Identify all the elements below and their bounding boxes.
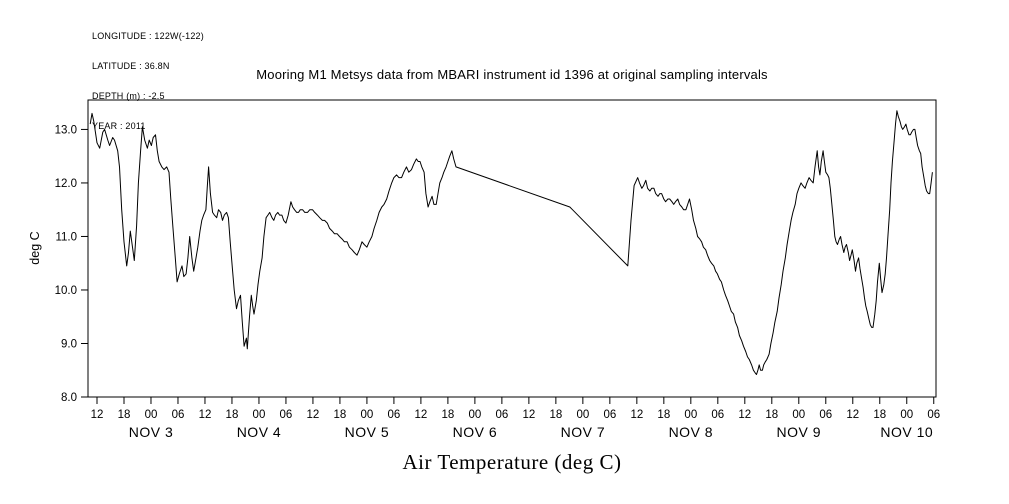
temperature-line: [89, 110, 933, 375]
longitude-text: LONGITUDE : 122W(-122): [92, 31, 204, 41]
x-tick-label: 06: [927, 409, 940, 421]
x-tick-label: 12: [415, 409, 428, 421]
x-day-label: NOV 3: [129, 424, 174, 440]
x-tick-label: 00: [145, 409, 158, 421]
x-day-label: NOV 6: [453, 424, 498, 440]
x-tick-label: 18: [334, 409, 347, 421]
x-axis-title: Air Temperature (deg C): [402, 450, 622, 474]
x-tick-label: 06: [819, 409, 832, 421]
x-day-label: NOV 10: [880, 424, 933, 440]
x-day-label: NOV 4: [237, 424, 282, 440]
x-tick-label: 12: [846, 409, 859, 421]
x-tick-label: 00: [792, 409, 805, 421]
x-tick-label: 06: [172, 409, 185, 421]
x-tick-label: 18: [657, 409, 670, 421]
x-tick-label: 18: [549, 409, 562, 421]
x-tick-label: 06: [603, 409, 616, 421]
y-tick-label: 13.0: [55, 124, 77, 136]
x-tick-label: 12: [199, 409, 212, 421]
x-tick-label: 00: [576, 409, 589, 421]
depth-text: DEPTH (m) : -2.5: [92, 91, 165, 101]
y-tick-label: 11.0: [55, 231, 77, 243]
x-tick-label: 12: [522, 409, 535, 421]
x-tick-label: 06: [711, 409, 724, 421]
x-tick-label: 12: [738, 409, 751, 421]
x-tick-label: 06: [280, 409, 293, 421]
x-tick-label: 18: [226, 409, 239, 421]
x-tick-label: 18: [765, 409, 778, 421]
x-tick-label: 00: [684, 409, 697, 421]
x-tick-label: 00: [468, 409, 481, 421]
x-tick-label: 06: [388, 409, 401, 421]
x-day-label: NOV 9: [777, 424, 822, 440]
x-tick-label: 18: [441, 409, 454, 421]
x-tick-label: 18: [118, 409, 131, 421]
y-tick-label: 9.0: [61, 338, 77, 350]
metadata-block: LONGITUDE : 122W(-122) LATITUDE : 36.8N …: [92, 11, 204, 141]
x-day-label: NOV 5: [345, 424, 390, 440]
x-day-label: NOV 8: [669, 424, 714, 440]
plot-frame: [87, 99, 937, 398]
x-day-label: NOV 7: [561, 424, 606, 440]
x-tick-label: 12: [307, 409, 320, 421]
latitude-text: LATITUDE : 36.8N: [92, 61, 170, 71]
year-text: YEAR : 2011: [92, 121, 146, 131]
chart-title: Mooring M1 Metsys data from MBARI instru…: [256, 67, 768, 82]
x-tick-label: 18: [873, 409, 886, 421]
x-tick-label: 06: [495, 409, 508, 421]
y-tick-label: 12.0: [55, 178, 77, 190]
x-tick-label: 00: [900, 409, 913, 421]
y-tick-label: 8.0: [61, 392, 77, 404]
x-tick-label: 00: [361, 409, 374, 421]
y-tick-label: 10.0: [55, 285, 77, 297]
x-tick-label: 12: [630, 409, 643, 421]
x-tick-label: 00: [253, 409, 266, 421]
x-tick-label: 12: [91, 409, 104, 421]
